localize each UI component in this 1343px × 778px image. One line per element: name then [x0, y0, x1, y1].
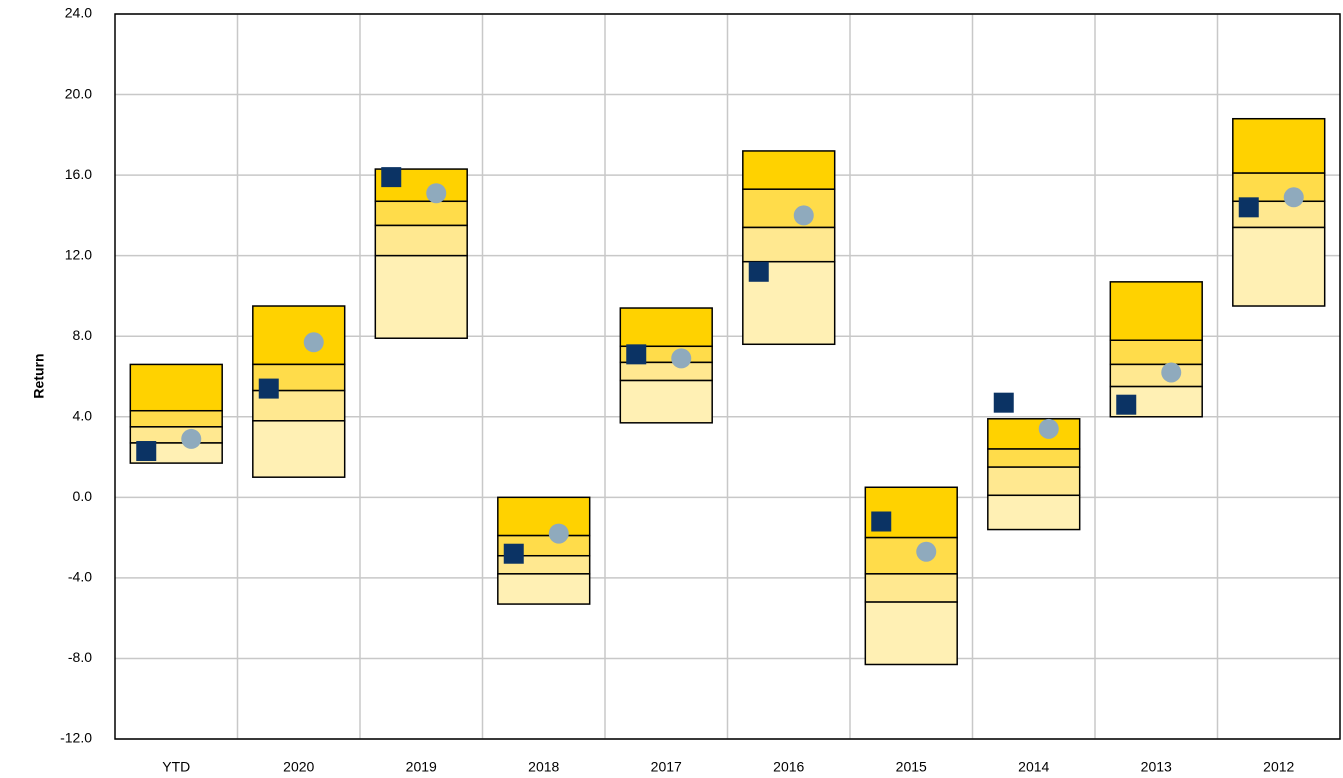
y-tick-label: 16.0 — [65, 166, 92, 182]
portfolio-marker — [626, 344, 647, 365]
percentile-band — [742, 188, 836, 229]
benchmark-marker — [181, 428, 202, 449]
benchmark-marker — [1161, 362, 1182, 383]
y-tick-label: 4.0 — [73, 407, 93, 423]
portfolio-marker — [748, 261, 769, 282]
percentile-band — [374, 224, 468, 257]
y-axis-label: Return — [31, 353, 47, 398]
percentile-band — [864, 536, 958, 575]
percentile-band — [1232, 172, 1326, 203]
portfolio-marker — [258, 378, 279, 399]
y-tick-label: 12.0 — [65, 246, 92, 262]
x-tick-label: 2019 — [406, 759, 437, 775]
percentile-band — [1232, 226, 1326, 307]
y-tick-label: -8.0 — [68, 649, 92, 665]
portfolio-marker — [993, 392, 1014, 413]
x-tick-label: 2018 — [528, 759, 559, 775]
percentile-band — [497, 573, 591, 605]
portfolio-marker — [1116, 394, 1137, 415]
percentile-band — [1232, 117, 1326, 174]
portfolio-marker — [136, 441, 157, 462]
percentile-band — [742, 226, 836, 263]
y-tick-label: 24.0 — [65, 5, 92, 21]
percentile-band — [864, 601, 958, 666]
percentile-band — [1109, 363, 1203, 388]
percentile-band — [129, 409, 223, 428]
y-tick-label: 0.0 — [73, 488, 93, 504]
percentile-band — [987, 494, 1081, 531]
percentile-band — [1109, 339, 1203, 366]
x-tick-label: 2016 — [773, 759, 804, 775]
benchmark-marker — [793, 205, 814, 226]
percentile-band — [742, 150, 836, 190]
benchmark-marker — [1038, 418, 1059, 439]
percentile-band — [619, 379, 713, 424]
portfolio-marker — [503, 543, 524, 564]
percentile-band — [374, 254, 468, 339]
x-tick-label: 2015 — [896, 759, 927, 775]
x-tick-label: 2012 — [1263, 759, 1294, 775]
percentile-band — [619, 307, 713, 348]
percentile-band — [987, 448, 1081, 468]
percentile-band — [619, 361, 713, 382]
portfolio-marker — [871, 511, 892, 532]
x-tick-label: 2013 — [1141, 759, 1172, 775]
benchmark-marker — [916, 541, 937, 562]
benchmark-marker — [303, 332, 324, 353]
y-tick-label: 20.0 — [65, 85, 92, 101]
x-tick-label: 2020 — [283, 759, 314, 775]
x-tick-label: YTD — [162, 759, 190, 775]
y-tick-label: -12.0 — [60, 730, 92, 746]
percentile-band — [987, 418, 1081, 450]
y-tick-label: 8.0 — [73, 327, 93, 343]
plot-frame — [114, 13, 1341, 740]
percentile-band — [497, 496, 591, 537]
y-tick-label: -4.0 — [68, 569, 92, 585]
benchmark-marker — [671, 348, 692, 369]
percentile-band — [252, 305, 346, 366]
percentile-band — [374, 200, 468, 227]
benchmark-marker — [426, 183, 447, 204]
portfolio-marker — [1238, 197, 1259, 218]
percentile-band — [129, 363, 223, 412]
percentile-band — [252, 420, 346, 478]
percentile-band — [129, 426, 223, 444]
x-tick-label: 2017 — [651, 759, 682, 775]
percentile-band — [864, 573, 958, 603]
percentile-band — [1109, 281, 1203, 342]
benchmark-marker — [548, 523, 569, 544]
x-tick-label: 2014 — [1018, 759, 1049, 775]
portfolio-marker — [381, 167, 402, 188]
percentile-band — [987, 466, 1081, 497]
benchmark-marker — [1283, 187, 1304, 208]
